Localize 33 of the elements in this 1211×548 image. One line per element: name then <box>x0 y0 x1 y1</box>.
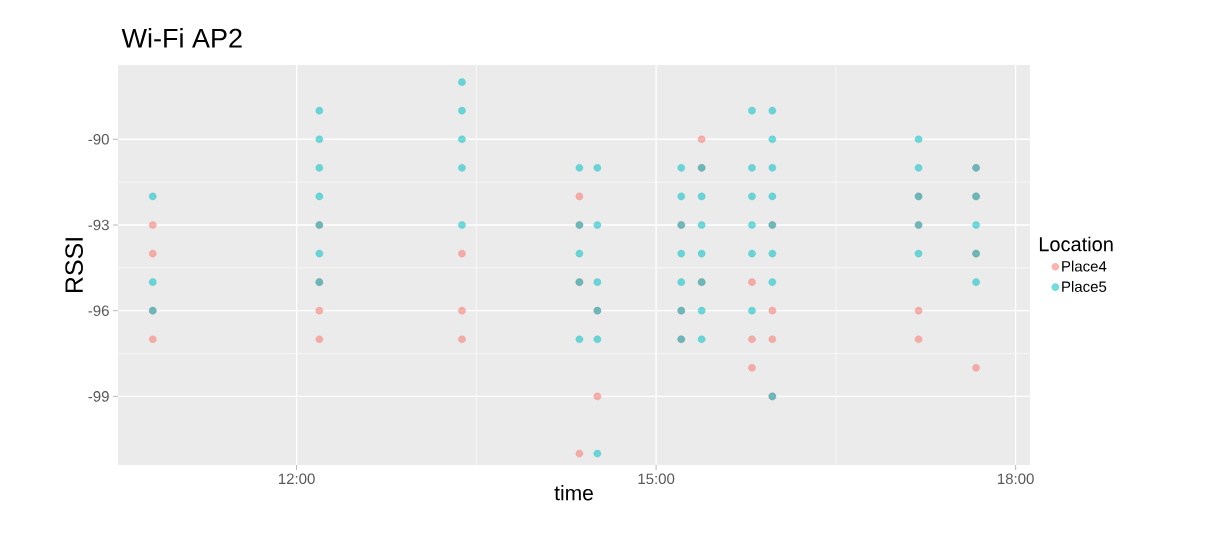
y-tick-label: -93 <box>88 219 109 231</box>
y-axis-title: RSSI <box>65 238 83 293</box>
legend-label: Place5 <box>1062 280 1107 292</box>
point <box>148 249 157 258</box>
point <box>458 335 466 344</box>
point <box>768 306 777 315</box>
point <box>768 335 777 344</box>
point <box>148 221 157 229</box>
point <box>593 392 602 401</box>
point <box>914 306 923 315</box>
point <box>148 335 157 344</box>
legend-title: Location <box>1039 236 1113 252</box>
x-tick-label: 18:00 <box>998 473 1034 485</box>
y-tick-label: -99 <box>88 391 109 402</box>
point <box>315 306 324 315</box>
x-axis-title: time <box>554 484 593 501</box>
point <box>315 335 324 344</box>
x-tick-label: 15:00 <box>638 473 675 485</box>
point <box>458 249 466 258</box>
y-tick-label: -96 <box>88 305 109 316</box>
point <box>748 278 756 286</box>
point <box>575 192 584 201</box>
chart-title: Wi-Fi AP2 <box>121 27 242 48</box>
legend-label: Place4 <box>1062 260 1107 272</box>
point <box>972 364 980 372</box>
point <box>575 449 584 458</box>
point <box>748 335 756 344</box>
point <box>748 364 756 372</box>
point <box>914 335 923 344</box>
point <box>458 306 466 315</box>
x-tick-label: 12:00 <box>278 473 315 485</box>
y-tick-label: -90 <box>88 133 109 145</box>
point <box>697 135 706 144</box>
